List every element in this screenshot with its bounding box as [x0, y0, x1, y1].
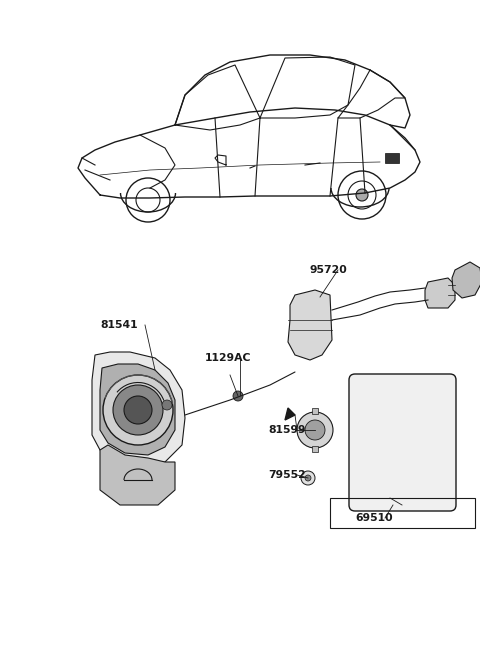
Bar: [312, 408, 318, 414]
Circle shape: [113, 385, 163, 435]
Circle shape: [356, 189, 368, 201]
Text: 81541: 81541: [100, 320, 138, 330]
Polygon shape: [285, 408, 295, 420]
Polygon shape: [452, 262, 480, 298]
Text: 81599: 81599: [268, 425, 305, 435]
Polygon shape: [288, 290, 332, 360]
Polygon shape: [425, 278, 455, 308]
Polygon shape: [100, 364, 175, 455]
Polygon shape: [100, 445, 175, 505]
Bar: [385, 153, 399, 163]
FancyBboxPatch shape: [349, 374, 456, 511]
Bar: [312, 446, 318, 452]
Circle shape: [301, 471, 315, 485]
Text: 69510: 69510: [355, 513, 393, 523]
Circle shape: [103, 375, 173, 445]
Text: 95720: 95720: [310, 265, 348, 275]
Circle shape: [162, 400, 172, 410]
Circle shape: [233, 391, 243, 401]
Circle shape: [305, 420, 325, 440]
Circle shape: [297, 412, 333, 448]
Text: 1129AC: 1129AC: [205, 353, 252, 363]
Circle shape: [124, 396, 152, 424]
Circle shape: [305, 475, 311, 481]
Polygon shape: [92, 352, 185, 468]
Text: 79552: 79552: [268, 470, 306, 480]
Bar: [330, 498, 475, 528]
